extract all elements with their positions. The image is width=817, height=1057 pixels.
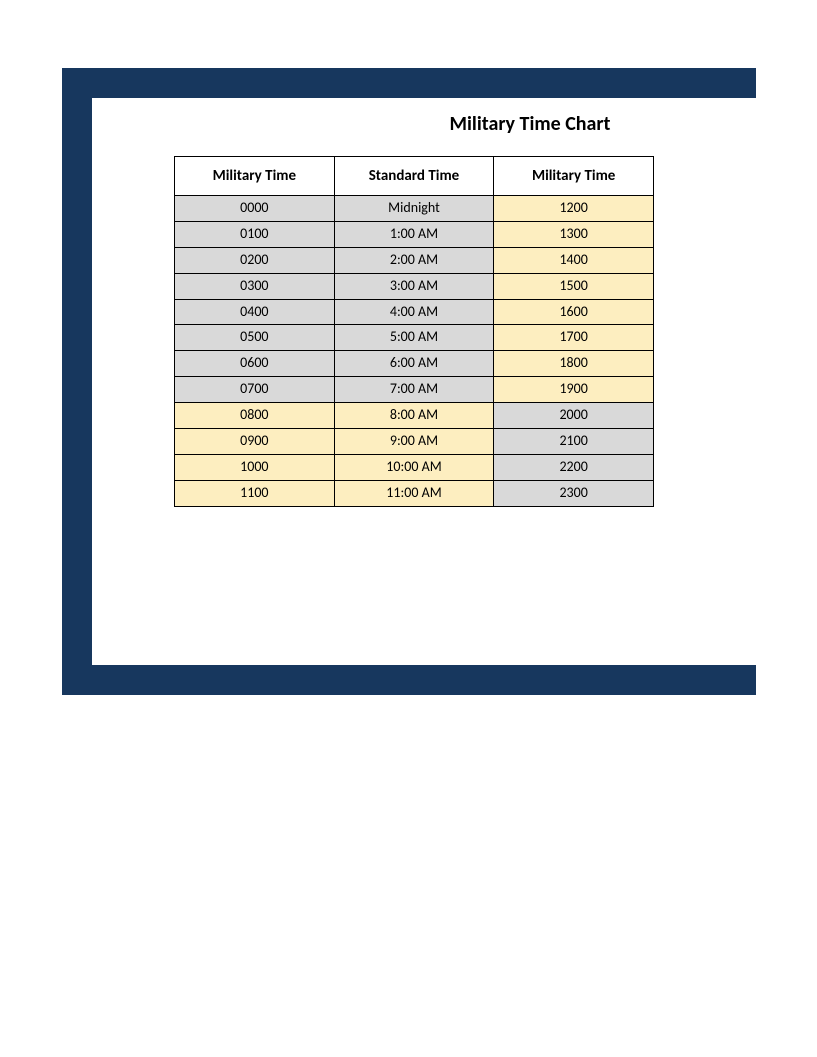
table-row: 07007:00 AM1900 (175, 377, 654, 403)
table-row: 02002:00 AM1400 (175, 247, 654, 273)
table-cell: 11:00 AM (334, 480, 494, 506)
table-cell: 0800 (175, 403, 335, 429)
table-cell: 0600 (175, 351, 335, 377)
table-cell: 0100 (175, 221, 335, 247)
table-cell: 1900 (494, 377, 654, 403)
header-standard-time: Standard Time (334, 157, 494, 196)
table-cell: 2300 (494, 480, 654, 506)
table-body: 0000Midnight120001001:00 AM130002002:00 … (175, 196, 654, 507)
table-container: Military Time Standard Time Military Tim… (92, 156, 756, 507)
frame-border-bottom (62, 665, 756, 695)
table-cell: 1200 (494, 196, 654, 222)
table-cell: 1:00 AM (334, 221, 494, 247)
table-cell: 0000 (175, 196, 335, 222)
frame-border-top (62, 68, 756, 98)
table-row: 100010:00 AM2200 (175, 454, 654, 480)
table-cell: 4:00 AM (334, 299, 494, 325)
table-row: 06006:00 AM1800 (175, 351, 654, 377)
table-cell: 1100 (175, 480, 335, 506)
table-row: 03003:00 AM1500 (175, 273, 654, 299)
table-cell: 0200 (175, 247, 335, 273)
table-cell: 1700 (494, 325, 654, 351)
chart-title: Military Time Chart (92, 98, 756, 156)
table-cell: 1000 (175, 454, 335, 480)
table-row: 05005:00 AM1700 (175, 325, 654, 351)
table-cell: 3:00 AM (334, 273, 494, 299)
table-cell: 1500 (494, 273, 654, 299)
table-cell: 5:00 AM (334, 325, 494, 351)
table-cell: 2200 (494, 454, 654, 480)
table-cell: 2000 (494, 403, 654, 429)
table-cell: 8:00 AM (334, 403, 494, 429)
table-cell: 9:00 AM (334, 429, 494, 455)
table-row: 110011:00 AM2300 (175, 480, 654, 506)
table-cell: 0500 (175, 325, 335, 351)
table-cell: 1600 (494, 299, 654, 325)
frame-border-left (62, 68, 92, 695)
table-cell: 0300 (175, 273, 335, 299)
table-cell: 0900 (175, 429, 335, 455)
table-cell: 1300 (494, 221, 654, 247)
table-cell: 0400 (175, 299, 335, 325)
table-cell: 1800 (494, 351, 654, 377)
header-military-time-1: Military Time (175, 157, 335, 196)
table-cell: 0700 (175, 377, 335, 403)
military-time-table: Military Time Standard Time Military Tim… (174, 156, 654, 507)
table-row: 01001:00 AM1300 (175, 221, 654, 247)
table-cell: Midnight (334, 196, 494, 222)
table-cell: 10:00 AM (334, 454, 494, 480)
table-cell: 2100 (494, 429, 654, 455)
table-cell: 1400 (494, 247, 654, 273)
header-military-time-2: Military Time (494, 157, 654, 196)
table-row: 08008:00 AM2000 (175, 403, 654, 429)
content-region: Military Time Chart Military Time Standa… (92, 98, 756, 507)
table-row: 0000Midnight1200 (175, 196, 654, 222)
table-cell: 2:00 AM (334, 247, 494, 273)
table-row: 04004:00 AM1600 (175, 299, 654, 325)
table-row: 09009:00 AM2100 (175, 429, 654, 455)
table-cell: 7:00 AM (334, 377, 494, 403)
table-header-row: Military Time Standard Time Military Tim… (175, 157, 654, 196)
table-cell: 6:00 AM (334, 351, 494, 377)
